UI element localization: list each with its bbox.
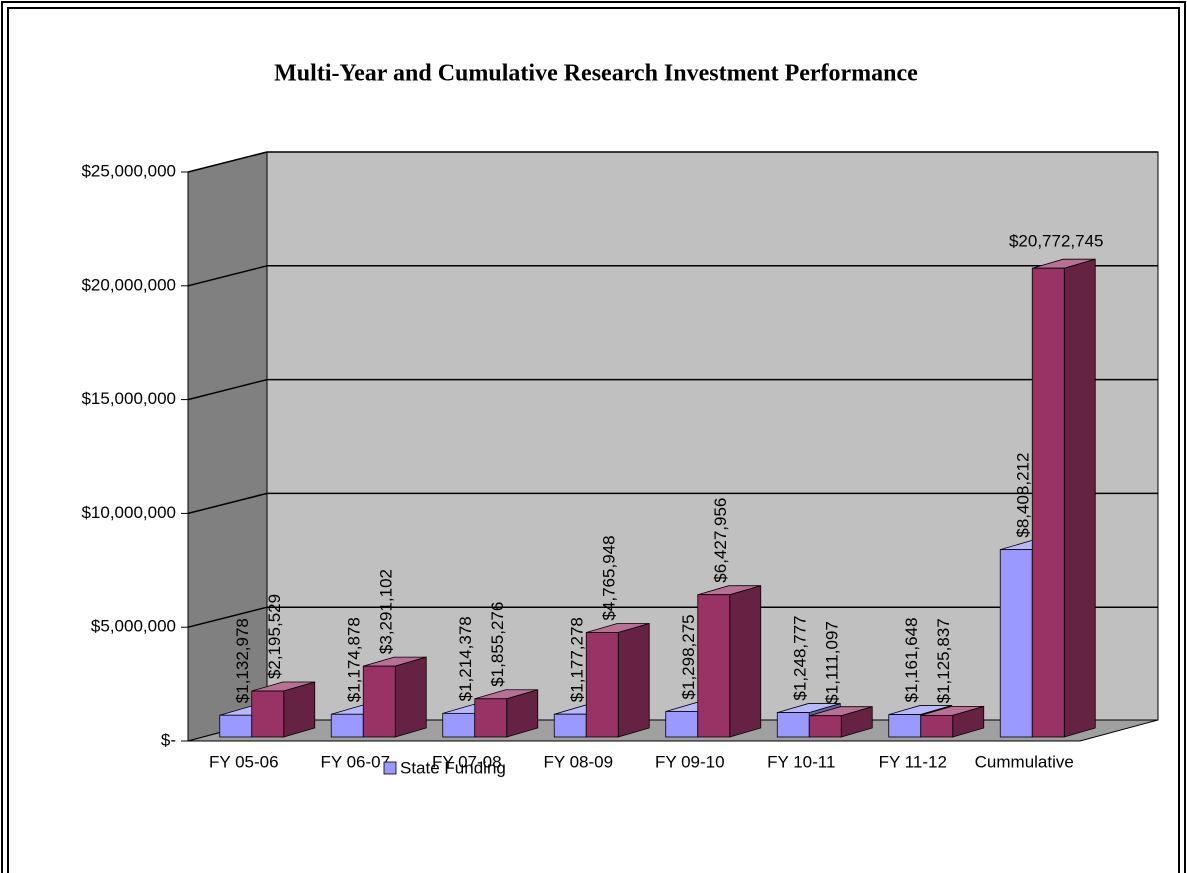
bar-side [394,656,427,738]
value-label: $1,111,097 [823,621,842,704]
grid-line [187,378,268,401]
value-label: $3,291,102 [377,569,396,654]
bar [920,714,954,738]
bar [362,665,396,738]
value-label: $1,248,777 [791,615,810,700]
y-tick-label: $15,000,000 [81,389,176,408]
value-label: $20,772,745 [1009,232,1104,251]
y-tick-label: $10,000,000 [81,503,176,522]
y-tick-label: $5,000,000 [91,617,176,636]
side-wall [187,151,268,742]
bar [1031,267,1065,738]
bar [251,690,285,738]
value-label: $6,427,956 [711,498,730,583]
x-tick-label: FY 06-07 [320,752,390,771]
grid-line [187,265,268,287]
value-label: $2,195,529 [265,594,284,679]
value-label: $8,408,212 [1014,453,1033,538]
x-tick-label: FY 08-09 [543,752,613,771]
value-label: $1,132,978 [233,618,252,703]
x-tick-label: FY 09-10 [655,752,725,771]
value-label: $1,177,278 [568,617,587,702]
bar [697,594,731,738]
value-label: $1,125,837 [934,618,953,703]
bar-side [1063,258,1096,738]
value-label: $1,298,275 [679,614,698,699]
bar [219,714,253,738]
bar [474,698,508,738]
x-tick-label: FY 07-08 [432,752,502,771]
bar [442,712,476,738]
bar-side [617,622,650,738]
x-tick-label: Cummulative [975,752,1074,771]
bar [665,711,699,738]
value-label: $1,855,276 [488,602,507,687]
legend-label: State Funding [400,758,506,777]
value-label: $1,161,648 [902,617,921,702]
bar [808,715,842,738]
inner-frame [7,7,1180,873]
chart-title: Multi-Year and Cumulative Research Inves… [274,61,918,87]
bar [585,632,619,738]
bar [553,713,587,738]
y-tick-label: $25,000,000 [81,161,176,180]
bar [888,714,922,738]
bar [330,713,364,738]
bar-side [283,681,316,738]
y-tick-label: $- [161,730,176,749]
legend-swatch [383,761,397,775]
x-tick-label: FY 10-11 [767,752,835,771]
grid-line [187,606,268,628]
bar [999,549,1033,738]
bar-side [729,585,762,738]
bar [776,712,810,738]
value-label: $1,214,378 [456,616,475,701]
x-tick-label: FY 05-06 [209,752,279,771]
grid-line [187,151,268,173]
y-tick-label: $20,000,000 [81,275,176,294]
x-tick-label: FY 11-12 [879,752,947,771]
value-label: $1,174,878 [345,617,364,702]
grid-line [187,492,268,515]
value-label: $4,765,948 [600,535,619,620]
